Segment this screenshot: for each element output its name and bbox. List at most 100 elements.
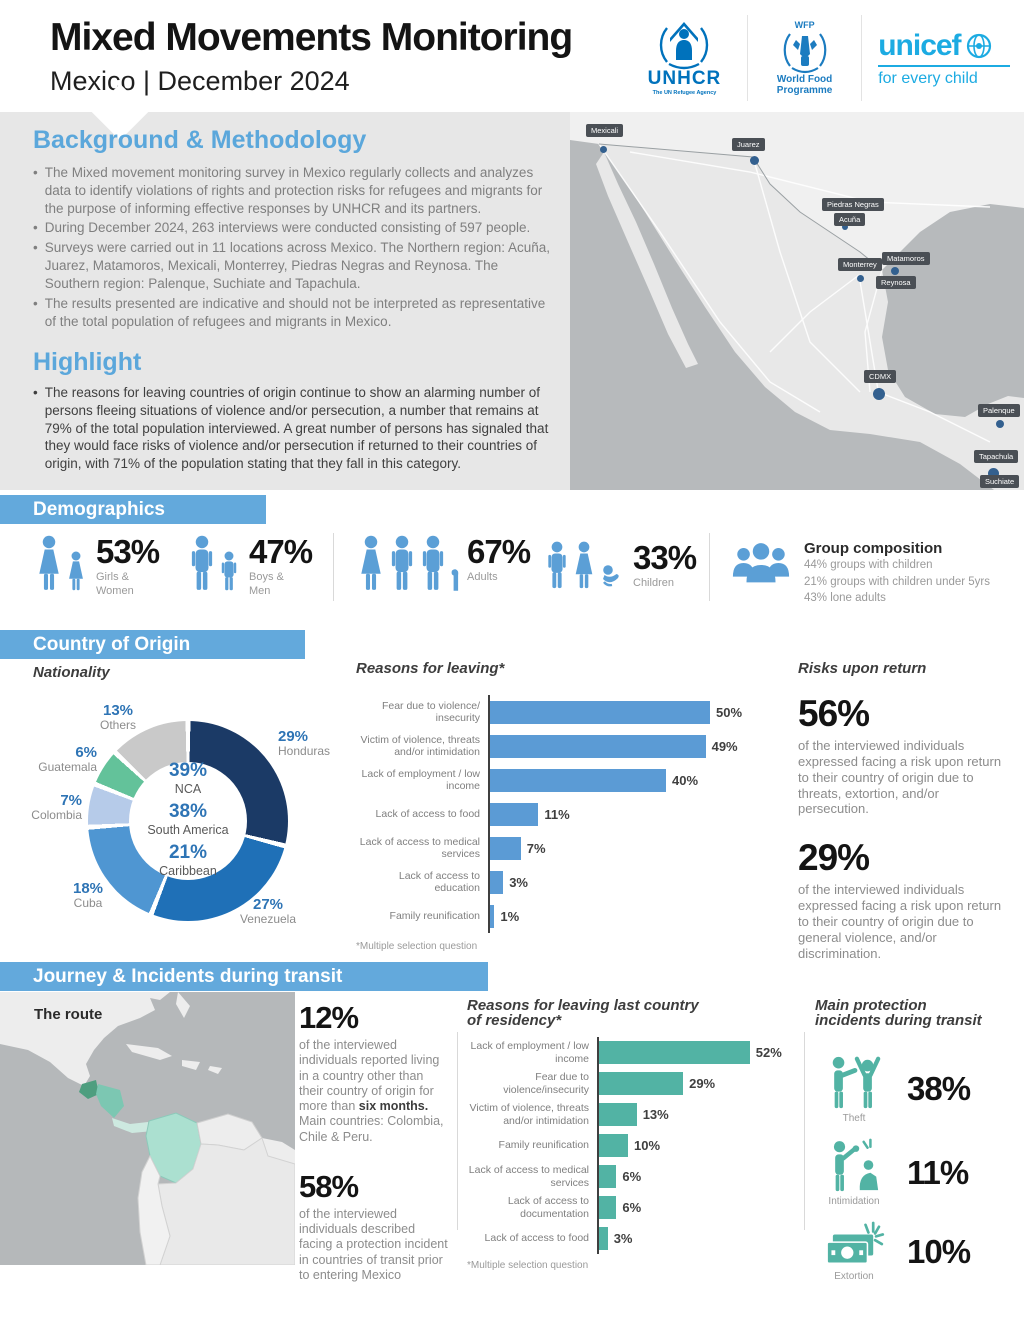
bar-value: 3%: [613, 1231, 633, 1246]
bullet-item: Surveys were carried out in 11 locations…: [33, 239, 553, 292]
children-icons: [545, 541, 625, 589]
man-icon: [191, 535, 213, 590]
stat-label: Children: [633, 577, 674, 589]
bar-row: Lack of access to medical services 7%: [356, 831, 796, 865]
small-child-icon: [451, 569, 459, 591]
bar-label: Family reunification: [498, 1139, 589, 1152]
bar-row: Lack of employment / low income 40%: [356, 763, 796, 797]
unicef-globe-icon: [966, 33, 991, 58]
risk-value: 56%: [798, 693, 870, 734]
bar: [599, 1041, 750, 1064]
bar: [490, 870, 504, 894]
bar-label: Victim of violence, threats and/or intim…: [469, 1102, 589, 1127]
group-composition: Group composition 44% groups with childr…: [730, 540, 990, 607]
unhcr-wordmark: UNHCR: [647, 68, 722, 89]
bar-label: Fear due to violence/ insecurity: [381, 699, 480, 724]
group-composition-line: 43% lone adults: [804, 592, 886, 605]
wfp-emblem-icon: [783, 32, 826, 73]
city-label: Acuña: [834, 213, 866, 226]
people-group-icon: [732, 543, 790, 583]
bar-value: 6%: [622, 1200, 642, 1215]
bar-value: 1%: [500, 908, 520, 924]
city-dot: [857, 275, 864, 282]
incidents-title-line1: Main protection: [815, 997, 927, 1014]
bar-value: 50%: [716, 704, 743, 720]
bar-row: Fear due to violence/ insecurity 50%: [356, 695, 796, 729]
incident-value: 11%: [907, 1153, 969, 1191]
bar-row: Lack of access to medical services 6%: [467, 1161, 797, 1192]
group-composition-line: 21% groups with children under 5yrs: [804, 575, 991, 588]
incident-label: Intimidation: [828, 1196, 880, 1207]
donut-callout: 18% Cuba: [72, 880, 104, 911]
background-bullets: The Mixed movement monitoring survey in …: [33, 164, 553, 332]
journey-banner: Journey & Incidents during transit: [0, 962, 488, 991]
bar: [599, 1165, 617, 1188]
adults-icons: [357, 535, 459, 591]
stat-value: 67%: [467, 533, 531, 570]
wfp-abbr: WFP: [794, 19, 815, 30]
chart-title-line2: of residency*: [467, 1012, 562, 1029]
bar: [599, 1134, 628, 1157]
stat-value: 47%: [249, 533, 313, 570]
incident-value: 10%: [907, 1232, 971, 1270]
journey-stat-text: of the interviewed individuals reported …: [299, 1038, 444, 1144]
bar: [490, 904, 495, 928]
highlight-heading: Highlight: [33, 348, 142, 376]
country-of-origin-banner-label: Country of Origin: [33, 633, 191, 655]
reasons-for-leaving-chart: Reasons for leaving* Fear due to violenc…: [356, 660, 796, 952]
boy-icon: [548, 541, 566, 589]
man-icon: [422, 535, 444, 590]
city-dot: [600, 146, 607, 153]
route-label: The route: [34, 1006, 103, 1023]
residency-reasons-chart: Reasons for leaving last country of resi…: [467, 997, 797, 1272]
chart-footnote: *Multiple selection question: [356, 941, 478, 952]
divider: [457, 1032, 458, 1230]
incident-label: Extortion: [834, 1271, 874, 1282]
bullet-item: The results presented are indicative and…: [33, 295, 553, 331]
bar-chart: Fear due to violence/ insecurity 50% Victi…: [356, 695, 796, 933]
incident-theft: Theft 38%: [815, 1053, 1024, 1124]
bar-label: Fear due to violence/insecurity: [503, 1071, 589, 1096]
man-boy-icons: [188, 535, 239, 591]
bar: [599, 1072, 684, 1095]
donut-callout: 27% Venezuela: [239, 896, 297, 927]
journey-stat-text: of the interviewed individuals described…: [299, 1206, 448, 1282]
man-icon: [391, 535, 413, 590]
incident-intimidation: Intimidation 11%: [815, 1138, 1024, 1207]
journey-stat-value: 12%: [299, 1000, 359, 1035]
bar-label: Lack of access to food: [484, 1232, 589, 1245]
bar: [599, 1103, 637, 1126]
bar-row: Lack of access to food 3%: [467, 1223, 797, 1254]
bar: [490, 734, 706, 758]
divider: [333, 533, 334, 601]
city-label: Mexicali: [586, 124, 624, 137]
stat-value: 53%: [96, 533, 160, 570]
bar: [490, 802, 539, 826]
city-dot: [996, 420, 1004, 428]
bar-label: Lack of access to documentation: [507, 1195, 589, 1220]
unicef-wordmark: unicef: [878, 28, 961, 62]
bar-label: Lack of access to education: [398, 869, 480, 894]
bullet-item: During December 2024, 263 interviews wer…: [33, 219, 553, 237]
divider: [804, 1032, 805, 1230]
incidents-title-line2: incidents during transit: [815, 1012, 982, 1029]
bar-value: 52%: [755, 1045, 782, 1060]
wfp-logo: WFP World Food Programme: [758, 20, 851, 97]
wfp-name-line2: Programme: [776, 85, 833, 96]
bar-value: 13%: [642, 1107, 669, 1122]
girl-icon: [575, 541, 593, 589]
risks-upon-return: Risks upon return 56% of the interviewed…: [798, 660, 1024, 961]
bar-row: Fear due to violence/insecurity 29%: [467, 1068, 797, 1099]
city-dot: [988, 468, 999, 479]
center-value: 38%: [168, 801, 208, 823]
incident-value: 38%: [907, 1069, 971, 1107]
risk-text: of the interviewed individuals expressed…: [798, 738, 1002, 817]
logo-divider: [746, 15, 748, 101]
bar: [490, 836, 521, 860]
woman-icon: [39, 535, 59, 590]
unhcr-emblem-icon: [660, 22, 709, 70]
unhcr-logo: UNHCR The UN Refugee Agency: [632, 20, 737, 96]
baby-icon: [603, 565, 619, 587]
demographics-banner: Demographics: [0, 495, 266, 524]
